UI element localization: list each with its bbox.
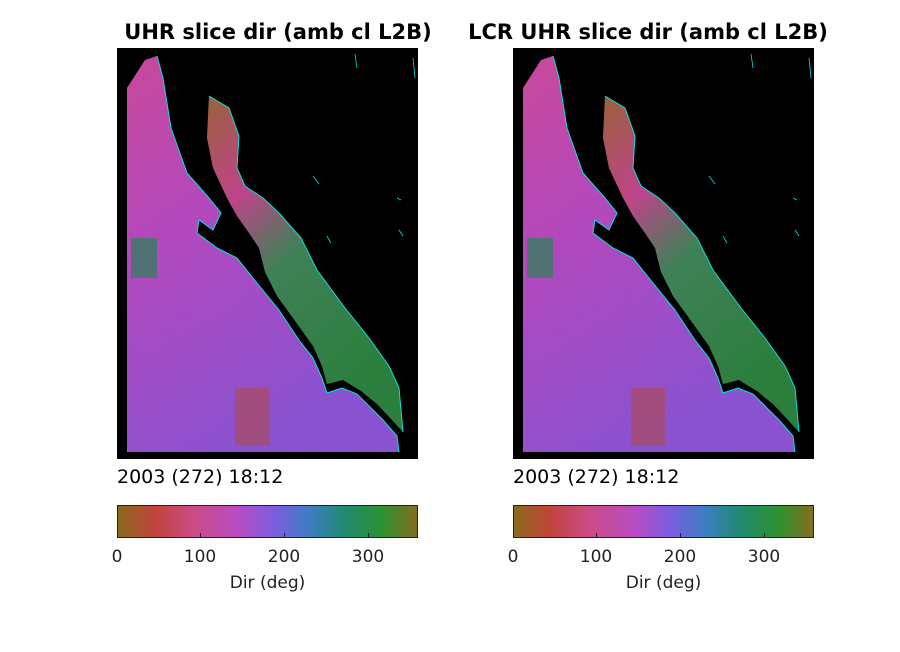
strait-green-strip — [603, 96, 799, 432]
colorbar-tick: 300 — [351, 547, 385, 567]
panel-title: LCR UHR slice dir (amb cl L2B) — [468, 20, 828, 44]
colorbar-label: Dir (deg) — [229, 573, 306, 593]
colorbar — [117, 505, 418, 538]
panel-uhr: UHR slice dir (amb cl L2B) 2003 (272) 18… — [98, 0, 518, 652]
map-image — [513, 48, 814, 459]
coastline — [156, 55, 400, 453]
colorbar-tick: 0 — [111, 547, 123, 567]
green-patch — [527, 238, 553, 278]
wind-direction-map — [117, 48, 418, 459]
land-region — [127, 56, 399, 452]
coastline — [552, 55, 796, 453]
strait-green-strip — [207, 96, 403, 432]
colorbar-tick: 100 — [183, 547, 217, 567]
map-image — [117, 48, 418, 459]
green-patch — [131, 238, 157, 278]
colorbar-tick: 200 — [267, 547, 301, 567]
colorbar-tick: 300 — [747, 547, 781, 567]
panel-lcr-uhr: LCR UHR slice dir (amb cl L2B) 2003 (272… — [466, 0, 886, 652]
colorbar-tick: 100 — [579, 547, 613, 567]
panel-title: UHR slice dir (amb cl L2B) — [124, 20, 432, 44]
colorbar — [513, 505, 814, 538]
red-patch — [235, 388, 269, 446]
colorbar-label: Dir (deg) — [625, 573, 702, 593]
land-region — [523, 56, 795, 452]
wind-direction-map — [513, 48, 814, 459]
red-patch — [631, 388, 665, 446]
date-label: 2003 (272) 18:12 — [513, 466, 680, 488]
date-label: 2003 (272) 18:12 — [117, 466, 284, 488]
colorbar-tick: 0 — [507, 547, 519, 567]
colorbar-tick: 200 — [663, 547, 697, 567]
